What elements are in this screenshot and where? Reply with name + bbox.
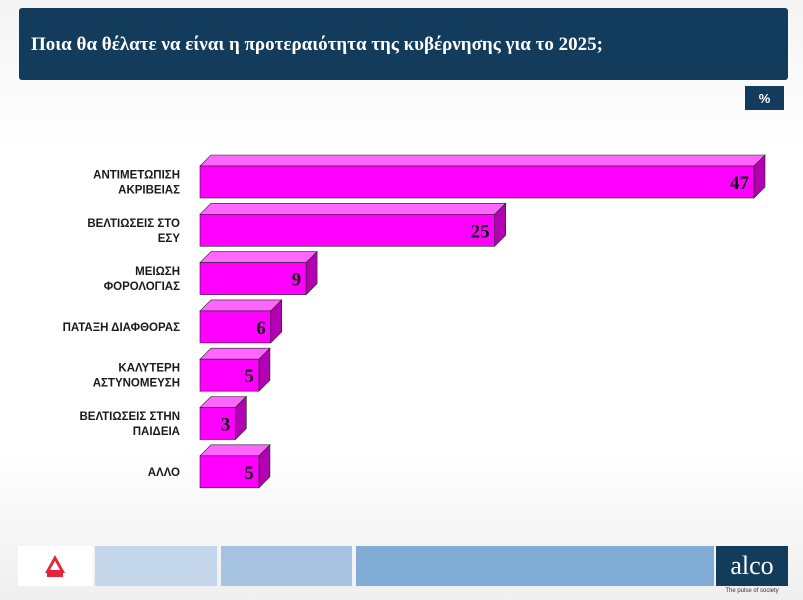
bar (199, 214, 495, 247)
bar-top-face (199, 203, 507, 215)
unit-badge: % (745, 86, 784, 110)
category-label: ΚΑΛΥΤΕΡΗ ΑΣΤΥΝΟΜΕΥΣΗ (93, 363, 180, 390)
value-label: 5 (244, 463, 254, 484)
alco-tagline: The pulse of society (725, 588, 779, 594)
bar-top-face (199, 347, 271, 360)
value-label: 3 (221, 415, 231, 436)
category-label: ΠΑΤΑΞΗ ΔΙΑΦΘΟΡΑΣ (63, 322, 181, 334)
bar (199, 310, 272, 344)
category-label: ΒΕΛΤΙΩΣΕΙΣ ΣΤΗΝ ΠΑΙΔΕΙΑ (79, 411, 180, 438)
category-label: ΑΝΤΙΜΕΤΩΠΙΣΗ ΑΚΡΙΒΕΙΑΣ (93, 170, 180, 197)
bar (199, 358, 260, 392)
value-label: 9 (292, 270, 302, 291)
bar-top-face (199, 154, 766, 167)
footer-segment (356, 546, 714, 586)
bar (199, 407, 236, 440)
bar (199, 455, 260, 489)
bar (199, 165, 755, 199)
bar-top-face (199, 444, 271, 457)
value-label: 47 (730, 173, 750, 194)
value-label: 5 (244, 366, 254, 387)
bar-top-face (199, 251, 318, 263)
category-label: ΒΕΛΤΙΩΣΕΙΣ ΣΤΟ ΕΣΥ (87, 218, 180, 245)
value-label: 6 (256, 318, 266, 339)
bar-top-face (199, 299, 283, 312)
footer-segment (91, 546, 93, 586)
footer-bar (18, 546, 788, 586)
footer-segment (95, 546, 217, 586)
page-title: Ποια θα θέλατε να είναι η προτεραιότητα … (31, 34, 603, 55)
alpha-logo-icon (18, 546, 91, 586)
category-label: ΜΕΙΩΣΗ ΦΟΡΟΛΟΓΙΑΣ (104, 266, 180, 293)
alco-logo: alco (716, 546, 788, 586)
category-label: ΑΛΛΟ (148, 467, 180, 479)
value-label: 25 (471, 221, 490, 242)
footer-segment (221, 546, 352, 586)
header-banner: Ποια θα θέλατε να είναι η προτεραιότητα … (19, 8, 788, 80)
bar (199, 262, 307, 295)
